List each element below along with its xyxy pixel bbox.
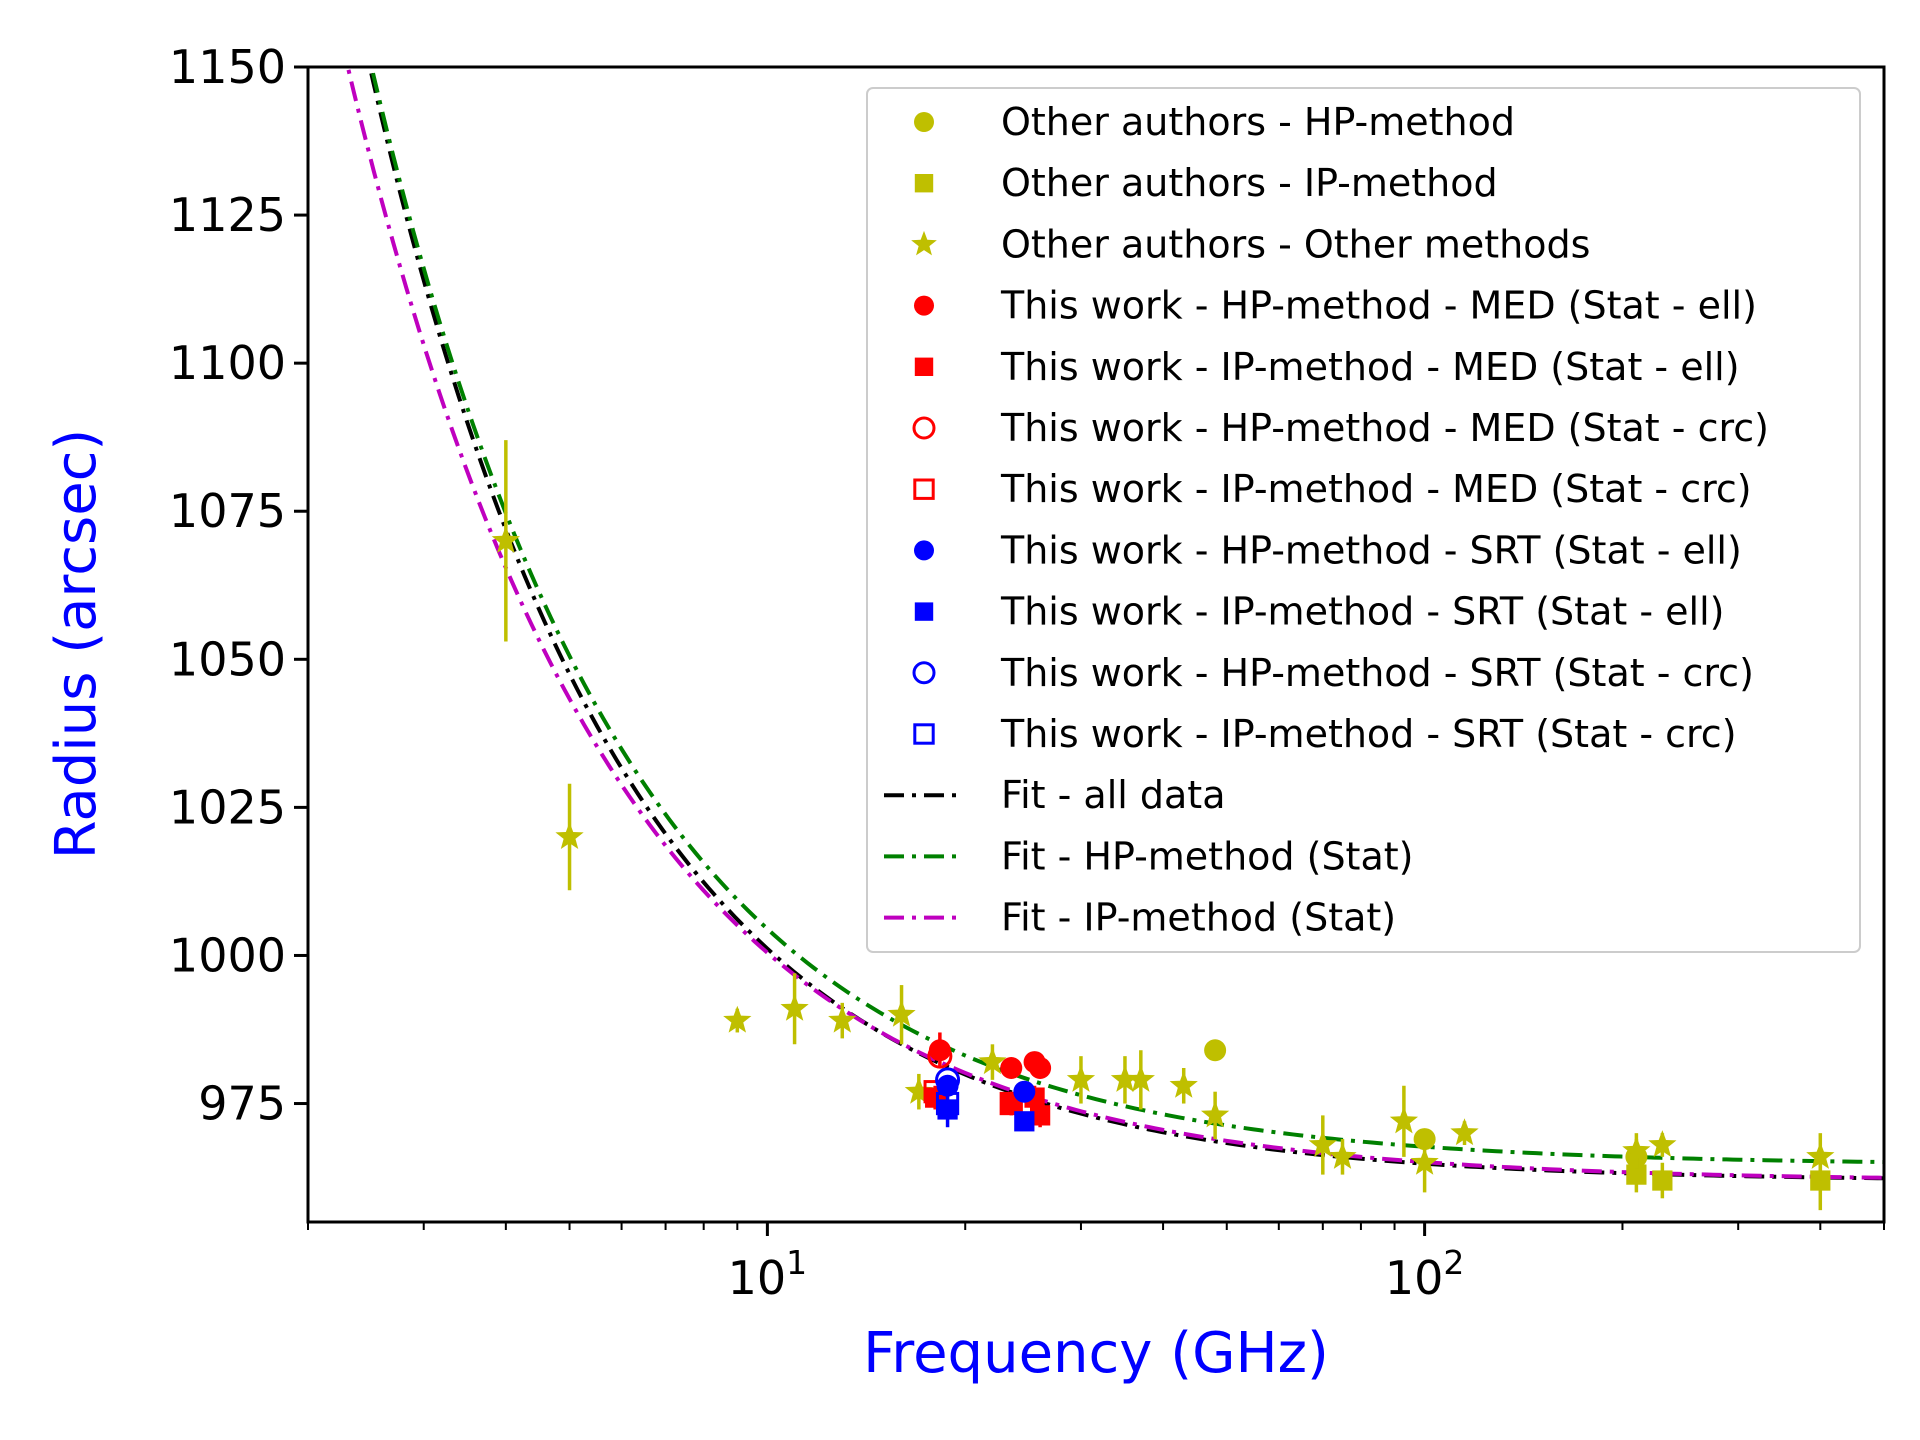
data-point [1622, 1136, 1651, 1163]
data-point [1200, 1100, 1230, 1128]
data-point [935, 1091, 960, 1116]
y-axis-label: Radius (arcsec) [44, 429, 109, 860]
y-tick-label: 1150 [169, 40, 286, 94]
y-tick-label: 975 [198, 1077, 286, 1131]
data-point [999, 1091, 1023, 1116]
y-tick-label: 1000 [169, 928, 286, 982]
data-point [1169, 1070, 1198, 1098]
y-tick-label: 1025 [169, 780, 286, 834]
plot-frame [306, 65, 1886, 1224]
data-point [828, 1005, 857, 1033]
y-axis: 975 1000 1025 1050 1075 1100 1125 1150 [169, 40, 308, 1131]
fit-line [369, 67, 1884, 1165]
legend-label: Fit - IP-method (Stat) [1001, 896, 1396, 940]
legend-marker [914, 174, 934, 193]
x-axis-label: Frequency (GHz) [863, 1321, 1329, 1386]
data-point [978, 1047, 1007, 1075]
fit-curves [345, 67, 1884, 1181]
legend-label: This work - HP-method - SRT (Stat - crc) [1000, 651, 1754, 695]
legend-marker [912, 661, 936, 685]
data-point [1308, 1130, 1337, 1158]
data-point [936, 1074, 959, 1097]
legend-marker [914, 602, 934, 621]
data-point [1110, 1065, 1140, 1092]
legend-marker [914, 112, 934, 132]
data-point [928, 1039, 951, 1062]
legend-label: This work - HP-method - MED (Stat - ell) [1000, 284, 1757, 328]
x-tick-label: 102 [1385, 1243, 1465, 1305]
data-point [1014, 1111, 1035, 1132]
legend-marker [914, 295, 934, 316]
y-tick-label: 1100 [169, 336, 286, 390]
data-point [1389, 1106, 1419, 1134]
legend-label: Other authors - HP-method [1001, 100, 1515, 144]
fit-line [345, 67, 1884, 1180]
data-point [937, 1099, 958, 1120]
data-point [887, 999, 916, 1027]
data-point [1066, 1065, 1096, 1092]
legend-marker [912, 416, 936, 440]
y-tick-label: 1075 [169, 484, 286, 538]
legend-label: Fit - all data [1001, 773, 1226, 817]
legend: Other authors - HP-method Other authors -… [866, 87, 1861, 953]
legend-label: This work - IP-method - SRT (Stat - crc) [1000, 712, 1737, 756]
data-point [1450, 1118, 1479, 1146]
legend-label: This work - HP-method - MED (Stat - crc) [1000, 406, 1769, 450]
data-point [1410, 1147, 1439, 1175]
legend-marker [913, 478, 935, 500]
data-point [1806, 1142, 1835, 1169]
data-point [1000, 1057, 1023, 1079]
data-point [927, 1043, 953, 1069]
y-tick-label: 1050 [169, 632, 286, 686]
data-point [1029, 1105, 1051, 1126]
data-point [1204, 1039, 1227, 1062]
legend-label: This work - IP-method - MED (Stat - ell) [1000, 345, 1740, 389]
data-points [491, 440, 1835, 1211]
legend-marker [914, 357, 934, 376]
legend-label: Fit - HP-method (Stat) [1001, 834, 1413, 878]
legend-label: This work - IP-method - SRT (Stat - ell) [1000, 590, 1724, 634]
legend-marker [914, 540, 934, 561]
legend-label: Other authors - Other methods [1001, 222, 1590, 266]
data-point [935, 1067, 961, 1093]
data-point [1126, 1065, 1155, 1092]
x-tick-label: 101 [728, 1243, 808, 1305]
data-point [1626, 1164, 1647, 1185]
data-point [1029, 1057, 1052, 1079]
legend-box [866, 87, 1861, 953]
data-point [780, 993, 809, 1021]
legend-label: This work - IP-method - MED (Stat - crc) [1000, 467, 1752, 511]
data-point [1648, 1130, 1677, 1158]
data-point [904, 1076, 933, 1104]
legend-marker [913, 723, 935, 745]
data-point [491, 526, 520, 553]
data-point [723, 1005, 752, 1033]
data-point [555, 822, 584, 850]
y-tick-label: 1125 [169, 188, 286, 242]
x-axis: 101 102 [307, 1222, 1885, 1305]
data-point [1652, 1170, 1673, 1191]
legend-marker [911, 230, 937, 256]
legend-label: Other authors - IP-method [1001, 161, 1498, 205]
data-point [1013, 1080, 1036, 1103]
data-point [1328, 1142, 1357, 1169]
legend-label: This work - HP-method - SRT (Stat - ell) [1000, 528, 1742, 572]
